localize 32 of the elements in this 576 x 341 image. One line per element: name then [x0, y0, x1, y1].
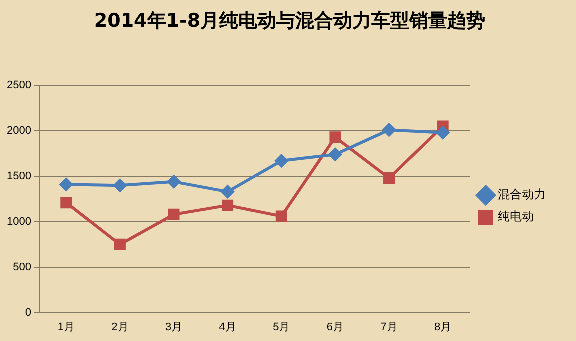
x-tick-label: 7月	[380, 321, 398, 334]
x-tick-label: 2月	[112, 321, 129, 334]
point	[382, 124, 396, 137]
legend-label: 混合动力	[498, 188, 546, 202]
point	[168, 208, 180, 220]
x-tick-label: 3月	[165, 321, 183, 334]
y-tick-label: 2500	[6, 80, 32, 92]
x-tick-label: 5月	[273, 321, 290, 334]
y-tick-label: 0	[25, 306, 32, 319]
x-tick-label: 8月	[434, 321, 452, 334]
y-tick-label: 500	[13, 261, 32, 274]
point	[330, 132, 342, 144]
point	[276, 210, 288, 222]
y-tick-label: 2000	[6, 125, 32, 138]
point	[384, 172, 396, 184]
point	[328, 148, 342, 162]
point	[221, 185, 234, 198]
point	[222, 200, 234, 212]
chart-title: 2014年1-8月纯电动与混合动力车型销量趋势	[93, 9, 487, 34]
point	[168, 175, 181, 188]
point	[60, 178, 73, 192]
point	[60, 197, 72, 209]
point	[114, 238, 126, 250]
y-tick-label: 1000	[6, 216, 32, 228]
point	[436, 126, 450, 140]
legend-label: 纯电动	[498, 210, 534, 224]
point	[275, 154, 288, 168]
x-tick-label: 4月	[219, 321, 236, 334]
point	[114, 179, 127, 192]
x-tick-label: 1月	[58, 321, 75, 334]
x-tick-label: 6月	[326, 321, 344, 334]
y-tick-label: 1500	[6, 170, 32, 183]
